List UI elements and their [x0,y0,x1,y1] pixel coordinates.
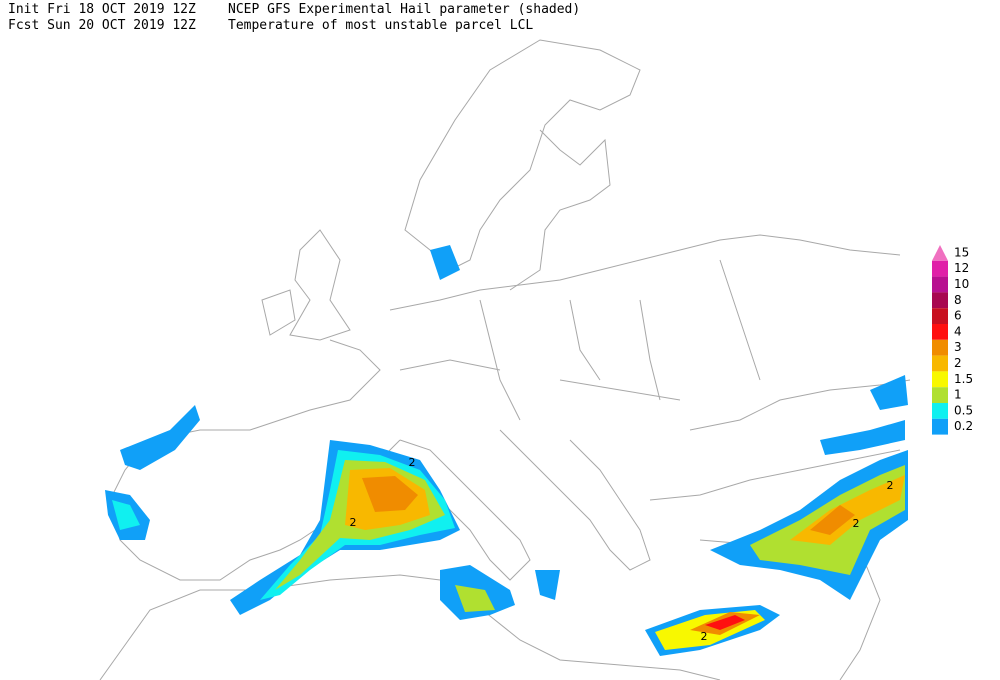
init-time: Init Fri 18 OCT 2019 12Z [8,2,196,17]
legend-label: 4 [954,324,962,338]
legend-label: 3 [954,340,962,354]
coastlines [99,39,911,680]
legend-swatch [932,371,948,388]
contour-labels: 2 2 2 2 2 [350,456,894,643]
legend-label: 1.5 [954,372,973,386]
legend-swatch [932,245,948,261]
legend-label: 10 [954,277,969,291]
legend-label: 2 [954,356,962,370]
legend-swatch [932,403,948,419]
legend-swatch [932,308,948,324]
legend-swatch [932,418,948,435]
legend-swatch [932,355,948,372]
hail-shading [105,245,908,656]
contour-label: 2 [853,517,860,530]
contour-label: 2 [887,479,894,492]
map-title: NCEP GFS Experimental Hail parameter (sh… [228,2,580,17]
legend-label: 15 [954,245,969,259]
map-subtitle: Temperature of most unstable parcel LCL [228,18,533,33]
legend-swatch [932,260,948,277]
legend-swatch [932,339,948,356]
legend-swatch [932,292,948,309]
legend: 15 12 10 8 64 3 2 1.5 10.5 0.2 [932,245,973,435]
contour-label: 2 [409,456,416,469]
legend-label: 8 [954,293,962,307]
legend-label: 1 [954,388,962,402]
legend-label: 0.2 [954,419,973,433]
forecast-time: Fcst Sun 20 OCT 2019 12Z [8,18,196,33]
legend-swatch [932,324,948,340]
legend-swatch [932,276,948,293]
legend-label: 12 [954,261,969,275]
legend-label: 0.5 [954,403,973,417]
legend-swatch [932,387,948,403]
contour-label: 2 [350,516,357,529]
contour-label: 2 [701,630,708,643]
legend-label: 6 [954,309,962,323]
